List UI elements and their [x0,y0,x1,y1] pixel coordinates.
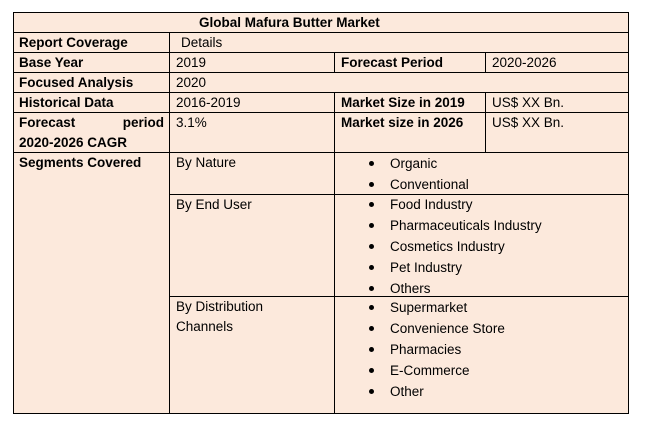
value-report-coverage: Details [181,35,223,50]
divider [14,52,628,53]
list-item: Cosmetics Industry [336,236,626,257]
divider [14,152,628,153]
list-item: Supermarket [336,297,626,318]
bullet-icon [369,326,374,331]
bullet-icon [369,389,374,394]
label-forecast-cagr: Forecast period 2020-2026 CAGR [14,111,169,153]
list-item: Food Industry [336,194,626,215]
bullet-icon [369,182,374,187]
bullet-icon [369,161,374,166]
segment-list-nature: Organic Conventional [336,153,626,195]
bullet-icon [369,244,374,249]
segment-list-distribution: Supermarket Convenience Store Pharmacies… [336,297,626,402]
list-item: Other [336,381,626,402]
divider [334,52,335,72]
bullet-icon [369,286,374,291]
label-base-year: Base Year [19,55,84,70]
list-item: Others [336,278,626,299]
label-historical-data: Historical Data [19,95,114,110]
divider [14,32,628,33]
segment-list-end-user: Food Industry Pharmaceuticals Industry C… [336,194,626,299]
label-market-size-2019: Market Size in 2019 [341,95,465,110]
bullet-icon [369,202,374,207]
divider [169,32,170,413]
divider [169,194,628,195]
label-period-word: period [122,115,164,130]
label-market-size-2026: Market size in 2026 [341,115,464,130]
bullet-icon [369,347,374,352]
value-base-year: 2019 [176,55,207,70]
bullet-icon [369,368,374,373]
value-focused-analysis: 2020 [176,75,207,90]
segment-group-name: By Distribution Channels [176,299,264,334]
divider [14,72,628,73]
segment-group-name: By End User [176,197,252,212]
divider [14,92,628,93]
label-forecast-period: Forecast Period [341,55,444,70]
label-segments-covered: Segments Covered [19,155,142,170]
value-market-size-2019: US$ XX Bn. [492,95,565,110]
value-historical-data: 2016-2019 [176,95,241,110]
segment-group-name: By Nature [176,155,237,170]
bullet-icon [369,305,374,310]
divider [14,112,628,113]
divider [485,52,486,72]
table-title: Global Mafura Butter Market [199,15,380,30]
list-item: E-Commerce [336,360,626,381]
value-market-size-2026: US$ XX Bn. [492,115,565,130]
divider [485,92,486,152]
list-item: Pharmaceuticals Industry [336,215,626,236]
list-item: Convenience Store [336,318,626,339]
divider [169,296,628,297]
list-item: Conventional [336,174,626,195]
bullet-icon [369,223,374,228]
divider [334,92,335,413]
list-item: Pet Industry [336,257,626,278]
list-item: Organic [336,153,626,174]
label-forecast-word: Forecast [19,115,76,130]
label-cagr-range: 2020-2026 CAGR [19,135,128,150]
value-cagr: 3.1% [176,115,207,130]
bullet-icon [369,265,374,270]
label-focused-analysis: Focused Analysis [19,75,134,90]
label-report-coverage: Report Coverage [19,35,128,50]
list-item: Pharmacies [336,339,626,360]
market-report-table: Global Mafura Butter Market Report Cover… [13,12,629,414]
value-forecast-period: 2020-2026 [492,55,557,70]
